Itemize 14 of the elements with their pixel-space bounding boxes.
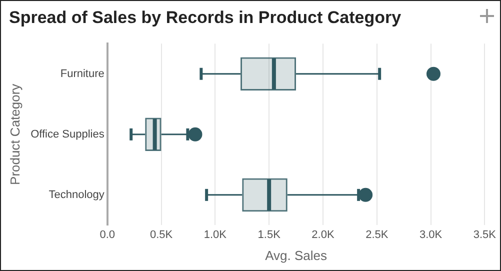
- y-tick-label: Technology: [48, 188, 105, 201]
- y-tick-label: Office Supplies: [30, 128, 105, 140]
- x-tick-label: 2.5K: [366, 228, 389, 241]
- chart-title: Spread of Sales by Records in Product Category: [9, 8, 402, 28]
- x-tick-label: 1.5K: [258, 228, 282, 241]
- y-axis-title: Product Category: [7, 83, 22, 185]
- x-tick-label: 2.0K: [312, 228, 335, 241]
- x-tick-label: 0.5K: [150, 228, 174, 241]
- x-tick-label: 3.0K: [419, 228, 443, 241]
- x-tick-label: 3.5K: [473, 228, 497, 241]
- x-tick-label: 0.0: [100, 228, 116, 241]
- x-axis-title: Avg. Sales: [265, 248, 328, 263]
- x-tick-label: 1.0K: [204, 228, 228, 241]
- y-tick-label: Furniture: [60, 68, 104, 80]
